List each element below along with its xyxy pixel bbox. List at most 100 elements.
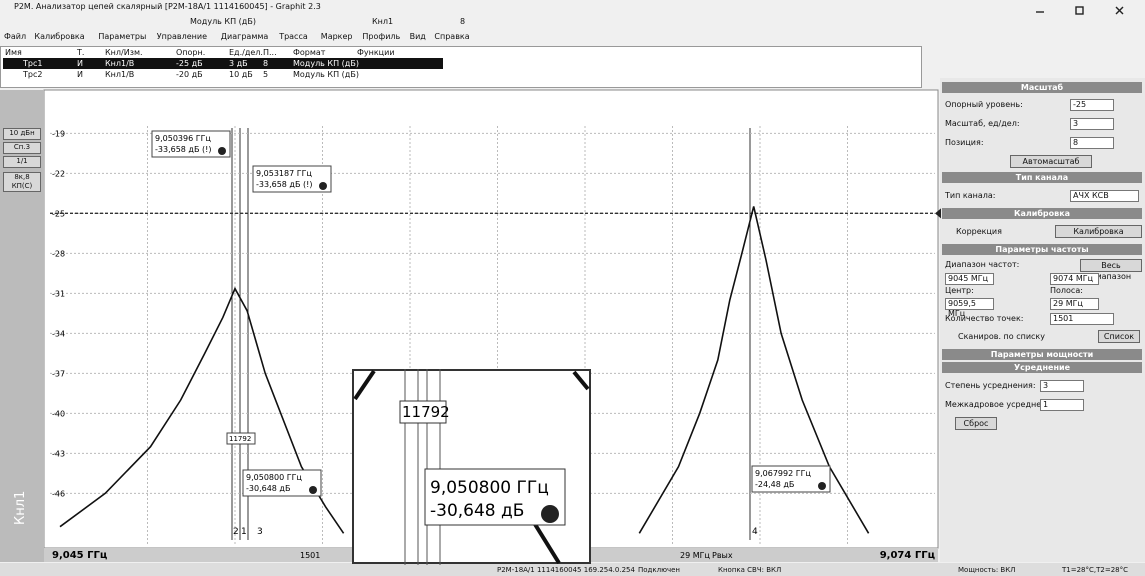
panel-label: Степень усреднения: [945, 381, 1036, 390]
y-tick-label: -46 [52, 489, 65, 498]
marker-number: 2 [233, 527, 239, 537]
panel-field[interactable]: 3 [1070, 118, 1114, 130]
menu-item[interactable]: Трасса [279, 32, 308, 41]
table-cell[interactable]: И [77, 59, 83, 68]
panel-button[interactable]: Калибровка [1055, 225, 1142, 238]
table-header: Функции [357, 48, 395, 57]
menu-item[interactable]: Параметры [98, 32, 147, 41]
panel-field[interactable]: АЧХ КСВ [1070, 190, 1139, 202]
x-end-label: 9,074 ГГц [880, 550, 935, 561]
selected-row [3, 58, 443, 69]
menu-item[interactable]: Профиль [362, 32, 401, 41]
side-button[interactable]: 8к,8 КП(С) [3, 172, 41, 192]
panel-header: Калибровка [942, 208, 1142, 219]
table-header: Формат [293, 48, 326, 57]
table-cell[interactable]: Модуль КП (дБ) [293, 59, 359, 68]
window-title: P2M. Анализатор цепей скалярный [P2M-18A… [14, 2, 321, 11]
table-cell[interactable]: Кнл1/В [105, 70, 135, 79]
toolbar-trace-count[interactable]: 8 [460, 17, 466, 26]
side-button[interactable]: Сп.3 [3, 142, 41, 154]
status-text: Подключен [638, 566, 680, 574]
magnifier-level: -30,648 дБ [430, 501, 524, 521]
status-bar [0, 563, 1145, 576]
marker-freq: 9,067992 ГГц [755, 469, 811, 478]
table-cell[interactable]: 10 дБ [229, 70, 253, 79]
marker-freq: 9,053187 ГГц [256, 169, 312, 178]
magnifier-frame [352, 369, 591, 564]
points-label: 1501 [300, 551, 320, 560]
table-cell[interactable]: Трс2 [23, 70, 43, 79]
marker-level: -30,648 дБ [246, 484, 290, 493]
toolbar-format[interactable]: Модуль КП (дБ) [190, 17, 256, 26]
panel-field[interactable]: 9059,5 МГц [945, 298, 994, 318]
menu-item[interactable]: Калибровка [34, 32, 85, 41]
marker-icon [309, 486, 317, 494]
menu-item[interactable]: Файл [4, 32, 27, 41]
marker-lines [231, 128, 751, 540]
panel-label: Межкадровое усреднение: [945, 400, 1060, 409]
power-label: Рвых [712, 551, 733, 560]
panel-label: Позиция: [945, 138, 984, 147]
table-header: П... [263, 48, 277, 57]
panel-button[interactable]: Сброс [955, 417, 997, 430]
marker-icon [319, 182, 327, 190]
table-cell[interactable]: 3 дБ [229, 59, 248, 68]
table-cell[interactable]: 8 [263, 59, 269, 68]
panel-label: Тип канала: [945, 191, 996, 200]
panel-button[interactable]: Автомасштаб [1010, 155, 1092, 168]
side-button[interactable]: 1/1 [3, 156, 41, 168]
toolbar-channel[interactable]: Кнл1 [372, 17, 394, 26]
y-tick-label: -31 [52, 289, 65, 298]
y-tick-label: -22 [52, 169, 65, 178]
magnifier-freq: 9,050800 ГГц [430, 478, 549, 498]
table-header: Т. [77, 48, 85, 57]
menu-item[interactable]: Управление [156, 32, 207, 41]
panel-field[interactable]: 3 [1040, 380, 1084, 392]
table-cell[interactable]: Трс1 [23, 59, 43, 68]
table-cell[interactable]: -25 дБ [176, 59, 203, 68]
window-controls [1036, 6, 1124, 15]
marker-number: 3 [257, 527, 263, 537]
panel-label: Диапазон частот: [945, 260, 1020, 269]
panel-label: Центр: [945, 286, 974, 295]
table-cell[interactable]: И [77, 70, 83, 79]
panel-field[interactable]: 8 [1070, 137, 1114, 149]
trace [638, 206, 870, 534]
table-header: Кнл/Изм. [105, 48, 143, 57]
panel-field[interactable]: 29 МГц [1050, 298, 1099, 310]
marker-box [242, 469, 322, 497]
y-tick-label: -34 [52, 329, 65, 338]
menu-item[interactable]: Вид [409, 32, 426, 41]
y-tick-label: -25 [52, 209, 65, 218]
panel-header: Масштаб [942, 82, 1142, 93]
table-header: Имя [5, 48, 22, 57]
marker-level: -33,658 дБ (!) [155, 145, 211, 154]
span-label: 29 МГц [680, 551, 711, 560]
panel-header: Усреднение [942, 362, 1142, 373]
panel-label: Опорный уровень: [945, 100, 1023, 109]
table-cell[interactable]: Кнл1/В [105, 59, 135, 68]
side-button[interactable]: 10 дБн [3, 128, 41, 140]
panel-field[interactable]: -25 [1070, 99, 1114, 111]
panel-header: Тип канала [942, 172, 1142, 183]
table-cell[interactable]: Модуль КП (дБ) [293, 70, 359, 79]
panel-label: Сканиров. по списку [958, 332, 1045, 341]
menu-item[interactable]: Справка [434, 32, 470, 41]
table-cell[interactable]: -20 дБ [176, 70, 203, 79]
marker-icon [818, 482, 826, 490]
panel-field[interactable]: 1 [1040, 399, 1084, 411]
reference-arrow [935, 208, 941, 219]
menu-item[interactable]: Диаграмма [220, 32, 269, 41]
panel-field[interactable]: 9074 МГц [1050, 273, 1099, 285]
panel-button[interactable]: Весь диапазон [1080, 259, 1142, 281]
panel-field[interactable]: 9045 МГц [945, 273, 994, 285]
table-header: Ед./дел. [229, 48, 263, 57]
marker-box [252, 165, 332, 193]
table-cell[interactable]: 5 [263, 70, 269, 79]
status-text: T1=28°C,T2=28°C [1062, 566, 1129, 574]
panel-button[interactable]: Список [1098, 330, 1140, 343]
panel-field[interactable]: 1501 [1050, 313, 1114, 325]
marker-number: 1 [241, 527, 247, 537]
menu-item[interactable]: Маркер [320, 32, 353, 41]
